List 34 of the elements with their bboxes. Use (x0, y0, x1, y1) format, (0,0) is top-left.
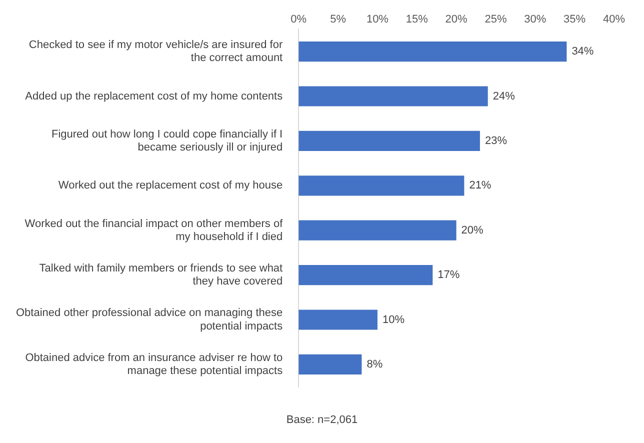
bar (298, 130, 480, 152)
bar (298, 41, 567, 62)
x-tick-label: 20% (445, 14, 468, 26)
bar (298, 176, 464, 196)
x-tick-label: 0% (290, 14, 307, 26)
bar (298, 86, 488, 106)
bar (298, 220, 456, 240)
y-tick-label: Obtained advice from an insurance adviser re how to manage these potential impacts (25, 352, 284, 378)
x-tick-label: 15% (406, 14, 428, 26)
y-tick-label: Added up the replacement cost of my home contents (25, 90, 284, 102)
x-tick-label: 10% (366, 14, 389, 26)
y-tick-label: Worked out the replacement cost of my house (58, 180, 283, 192)
y-tick-label: Worked out the financial impact on other members of my household if I died (24, 218, 284, 243)
bar (298, 354, 362, 375)
x-tick-label: 25% (484, 14, 507, 26)
data-label: 21% (469, 180, 492, 192)
y-tick-label: Talked with family members or friends to see what they have covered (39, 262, 283, 288)
x-tick-label: 30% (524, 14, 546, 26)
x-tick-label: 40% (602, 14, 626, 26)
data-label: 8% (366, 358, 383, 370)
x-tick-label: 5% (330, 14, 346, 26)
text: Base: n=2,061 (285, 414, 359, 426)
data-label: 20% (461, 224, 484, 236)
y-tick-label: Obtained other professional advice on managing these potential impacts (16, 307, 284, 332)
y-tick-label: Checked to see if my motor vehicle/s are insured for the correct amount (28, 38, 283, 64)
bar (298, 310, 378, 330)
x-tick-label: 35% (564, 14, 586, 26)
data-label: 34% (572, 46, 594, 58)
data-label: 17% (438, 269, 460, 282)
data-label: 23% (484, 134, 508, 147)
data-label: 24% (492, 90, 516, 102)
data-label: 10% (382, 314, 405, 326)
bar (298, 264, 433, 286)
y-tick-label: Figured out how long I could cope financially if I became seriously ill or injured (51, 128, 283, 154)
